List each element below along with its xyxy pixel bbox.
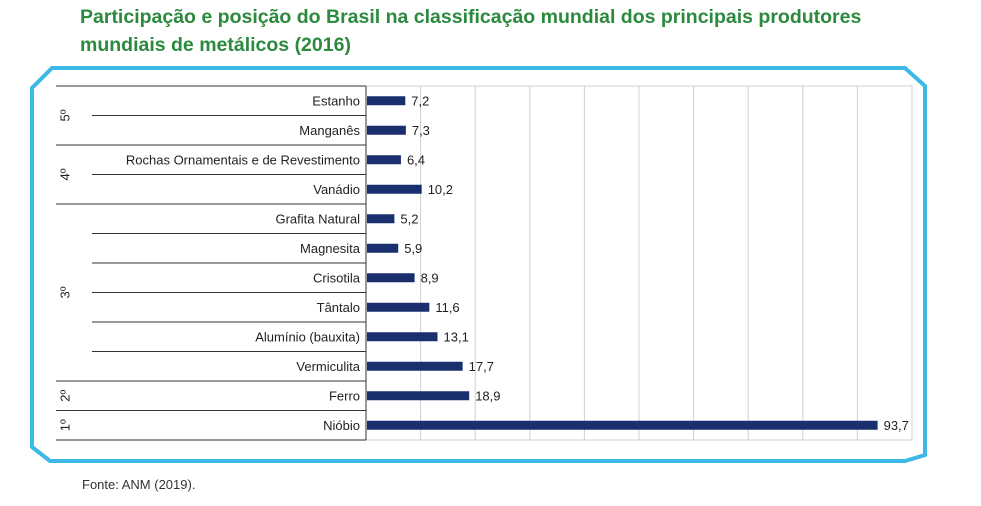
bar — [367, 391, 470, 401]
group-rank-label: 1º — [57, 419, 72, 431]
bar — [367, 332, 438, 342]
category-label: Manganês — [299, 123, 360, 138]
bar — [367, 361, 463, 371]
value-label: 11,6 — [435, 300, 459, 315]
bar — [367, 96, 406, 106]
bar — [367, 155, 401, 165]
value-label: 17,7 — [469, 359, 494, 374]
bar — [367, 243, 399, 253]
category-label: Alumínio (bauxita) — [255, 329, 360, 344]
category-label: Vanádio — [313, 182, 360, 197]
value-label: 93,7 — [884, 418, 909, 433]
value-label: 18,9 — [475, 388, 500, 403]
category-label: Grafita Natural — [275, 211, 360, 226]
category-label: Rochas Ornamentais e de Revestimento — [126, 152, 360, 167]
chart-title: Participação e posição do Brasil na clas… — [80, 6, 862, 56]
value-label: 10,2 — [428, 182, 453, 197]
value-label: 8,9 — [421, 270, 439, 285]
category-label: Nióbio — [323, 418, 360, 433]
bar — [367, 125, 406, 135]
value-label: 6,4 — [407, 152, 425, 167]
category-label: Ferro — [329, 388, 360, 403]
category-label: Crisotila — [313, 270, 361, 285]
bar — [367, 420, 878, 430]
category-label: Magnesita — [300, 241, 361, 256]
category-label: Estanho — [312, 93, 360, 108]
bar — [367, 184, 422, 194]
group-rank-label: 4º — [57, 168, 72, 180]
group-rank-label: 3º — [57, 286, 72, 298]
group-rank-label: 2º — [57, 390, 72, 402]
bar — [367, 214, 395, 224]
bar — [367, 273, 415, 283]
value-label: 7,2 — [411, 93, 429, 108]
source-note: Fonte: ANM (2019). — [82, 477, 196, 492]
value-label: 7,3 — [412, 123, 430, 138]
value-label: 13,1 — [444, 329, 469, 344]
category-label: Vermiculita — [296, 359, 360, 374]
bar — [367, 302, 430, 312]
value-label: 5,9 — [404, 241, 422, 256]
category-label: Tântalo — [317, 300, 360, 315]
group-rank-label: 5º — [57, 109, 72, 121]
value-label: 5,2 — [400, 211, 418, 226]
